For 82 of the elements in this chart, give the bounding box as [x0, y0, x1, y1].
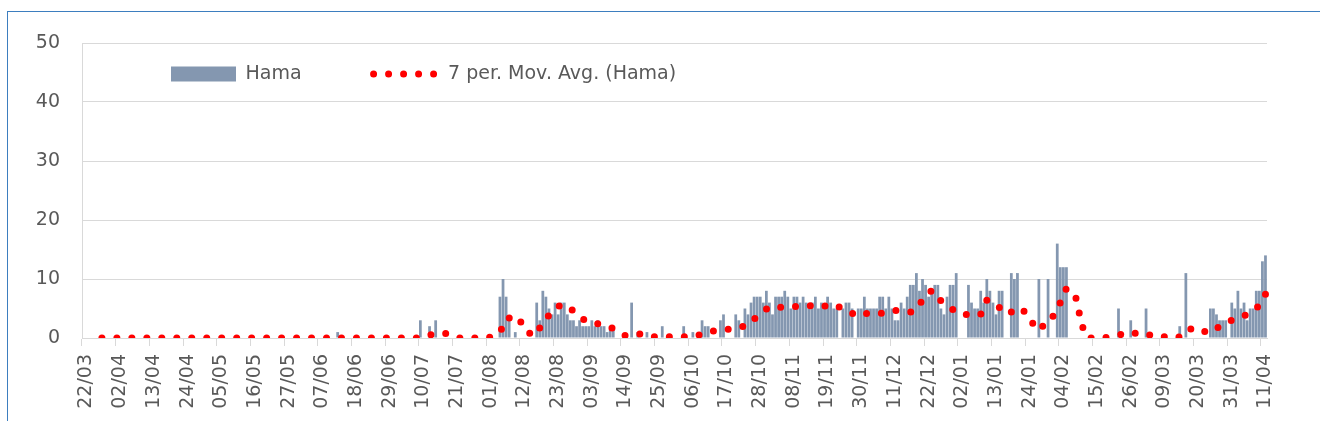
x-tick-label: 11/04 — [1252, 354, 1275, 409]
x-tick-label: 14/09 — [612, 354, 635, 409]
x-tick-label: 25/09 — [646, 354, 669, 409]
x-tick-label: 05/05 — [208, 354, 231, 409]
x-tick-label: 17/10 — [713, 354, 736, 409]
x-tick-label: 24/04 — [174, 354, 197, 409]
y-tick-label: 30 — [35, 147, 60, 170]
x-tick-label: 30/11 — [848, 354, 871, 409]
x-tick-label: 06/10 — [679, 354, 702, 409]
bar — [887, 296, 891, 338]
x-tick-label: 02/04 — [107, 354, 130, 409]
bar — [734, 314, 738, 338]
x-tick-label: 10/07 — [410, 354, 433, 409]
y-tick-label: 20 — [35, 206, 60, 229]
bar — [813, 296, 817, 338]
bar — [630, 302, 634, 338]
bar — [1016, 273, 1019, 338]
x-tick-label: 19/11 — [814, 354, 837, 409]
bar — [722, 314, 725, 338]
bar — [541, 290, 545, 338]
bar — [1055, 243, 1059, 338]
x-tick-label: 18/06 — [342, 354, 365, 409]
x-tick-label: 15/02 — [1083, 354, 1106, 409]
bar — [418, 320, 422, 338]
x-tick-label: 22/12 — [915, 354, 938, 409]
x-tick-label: 11/12 — [881, 354, 904, 409]
y-tick-label: 50 — [35, 29, 60, 52]
bar — [954, 273, 958, 338]
bar — [1212, 308, 1215, 338]
x-tick-label: 13/01 — [982, 354, 1005, 409]
x-tick-label: 04/02 — [1050, 354, 1073, 409]
x-tick-label: 31/03 — [1218, 354, 1241, 409]
bar — [434, 320, 438, 338]
bar — [936, 284, 940, 338]
x-tick-label: 20/03 — [1184, 354, 1207, 409]
bar — [967, 284, 970, 338]
x-tick-label: 01/08 — [477, 354, 500, 409]
x-tick-label: 22/03 — [73, 354, 96, 409]
x-tick-label: 02/01 — [949, 354, 972, 409]
x-tick-label: 24/01 — [1016, 354, 1039, 409]
bar — [691, 332, 695, 338]
bar — [835, 308, 839, 338]
bar — [933, 284, 937, 338]
x-tick-label: 16/05 — [241, 354, 264, 409]
bar — [535, 302, 539, 338]
x-tick-label: 21/07 — [443, 354, 466, 409]
bar — [758, 296, 762, 338]
bar — [1129, 320, 1133, 338]
legend-label: 7 per. Mov. Avg. (Hama) — [448, 60, 677, 83]
bar — [562, 302, 566, 338]
x-tick-label: 03/09 — [578, 354, 601, 409]
x-tick-label: 07/06 — [309, 354, 332, 409]
bar — [578, 320, 581, 338]
x-tick-label: 08/11 — [780, 354, 803, 409]
bar — [572, 320, 575, 338]
bar — [856, 308, 860, 338]
x-tick-label: 12/08 — [511, 354, 534, 409]
bar — [1264, 255, 1267, 338]
bar — [660, 326, 664, 338]
bar — [826, 296, 829, 338]
bar — [590, 320, 594, 338]
bar — [774, 296, 777, 338]
bar — [513, 332, 517, 338]
x-tick-label: 13/04 — [140, 354, 163, 409]
bar — [1248, 308, 1252, 338]
x-tick-label: 27/05 — [275, 354, 298, 409]
bar — [783, 290, 787, 338]
bar — [1224, 320, 1228, 338]
bar — [1208, 308, 1212, 338]
x-tick-label: 28/10 — [747, 354, 770, 409]
legend-label: Hama — [245, 60, 302, 83]
bar — [584, 326, 588, 338]
bar — [1062, 267, 1065, 338]
x-tick-label: 23/08 — [545, 354, 568, 409]
y-tick-label: 40 — [35, 88, 60, 111]
x-tick-label: 26/02 — [1117, 354, 1140, 409]
x-tick-label: 09/03 — [1151, 354, 1174, 409]
x-tick-label: 29/06 — [376, 354, 399, 409]
bar — [1184, 273, 1188, 338]
y-tick-label: 0 — [47, 324, 60, 347]
bar — [915, 273, 918, 338]
y-tick-label: 10 — [35, 265, 60, 288]
